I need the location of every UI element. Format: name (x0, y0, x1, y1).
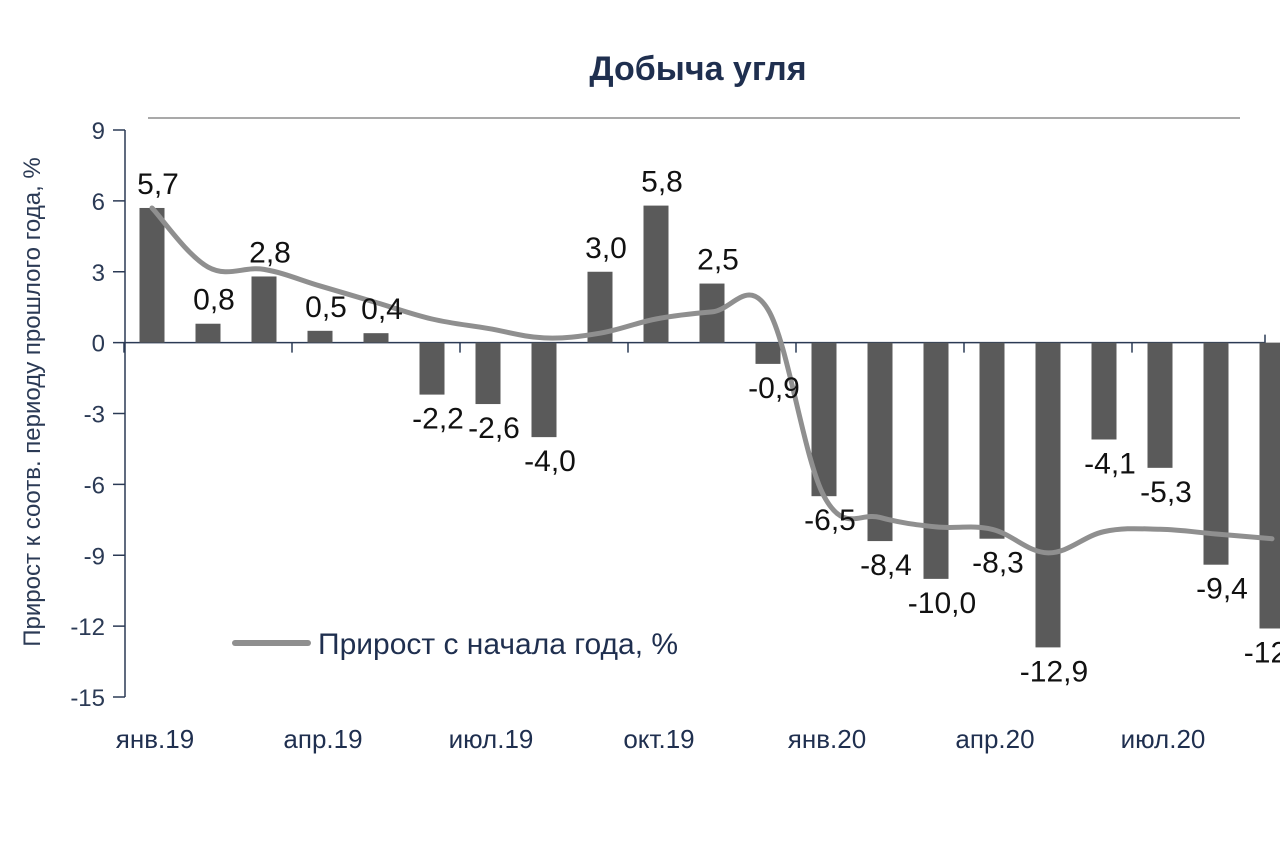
bar (979, 342, 1005, 539)
data-label: -2,6 (468, 412, 520, 445)
bar (1203, 342, 1229, 565)
bar (251, 276, 277, 343)
x-tick-label: июл.20 (1121, 724, 1206, 754)
data-label: -6,5 (804, 504, 856, 537)
data-label: 5,8 (641, 166, 683, 199)
data-label: 0,5 (305, 291, 347, 324)
y-tick-label: 3 (92, 260, 105, 287)
data-label: 2,8 (249, 236, 291, 269)
cumulative-line (149, 205, 1275, 556)
legend: Прирост с начала года, % (232, 628, 678, 661)
chart-title: Добыча угля (589, 50, 806, 88)
bar (139, 207, 165, 343)
bar (531, 342, 557, 438)
y-tick-label: -12 (70, 614, 105, 641)
y-axis-label: Прирост к соотв. периоду прошлого года, … (19, 157, 46, 647)
bar (755, 342, 781, 364)
x-tick-label: апр.19 (283, 724, 362, 754)
data-label: -12,1 (1244, 636, 1280, 669)
data-label: 2,5 (697, 244, 739, 277)
bar (867, 342, 893, 542)
data-label: -8,4 (860, 549, 912, 582)
y-tick-label: -9 (84, 543, 105, 570)
legend-label: Прирост с начала года, % (318, 628, 678, 661)
bar (475, 342, 501, 405)
data-label: -0,9 (748, 372, 800, 405)
x-tick-label: янв.19 (116, 724, 194, 754)
data-label: -12,9 (1020, 655, 1088, 688)
data-label: -4,1 (1084, 447, 1136, 480)
data-label: -8,3 (972, 547, 1024, 580)
y-tick-label: 6 (92, 189, 105, 216)
data-label: -10,0 (908, 587, 976, 620)
bar (307, 330, 333, 343)
x-tick-label: апр.20 (955, 724, 1034, 754)
data-label: -9,4 (1196, 573, 1248, 606)
y-tick-label: -3 (84, 402, 105, 429)
bar (1259, 342, 1280, 629)
data-label: 5,7 (137, 168, 179, 201)
data-label: 0,8 (193, 284, 235, 317)
bar (363, 333, 389, 343)
data-label: -4,0 (524, 445, 576, 478)
data-label: -5,3 (1140, 476, 1192, 509)
x-tick-label: окт.19 (623, 724, 694, 754)
x-tick-label: янв.20 (788, 724, 866, 754)
bar (923, 342, 949, 579)
bar (419, 342, 445, 395)
data-label: 3,0 (585, 232, 627, 265)
bar (195, 323, 221, 343)
x-tick-label: июл.19 (449, 724, 534, 754)
series-line (149, 205, 1275, 556)
y-tick-label: 0 (92, 331, 105, 358)
data-labels: 5,7 0,8 2,8 0,5 0,4 -2,2 -2,6-4,0 3,0 5,8 2,5 -0,9… (137, 166, 1280, 689)
y-tick-label: 9 (92, 118, 105, 145)
data-label: 0,4 (361, 293, 403, 326)
bar (1035, 342, 1061, 648)
data-label: -2,2 (412, 403, 464, 436)
bar (1091, 342, 1117, 440)
y-tick-label: -15 (70, 685, 105, 712)
bar (1147, 342, 1173, 468)
y-tick-label: -6 (84, 472, 105, 499)
